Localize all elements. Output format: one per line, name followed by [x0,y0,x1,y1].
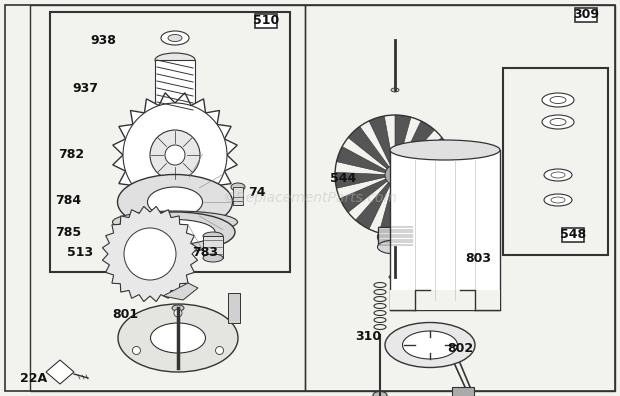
Ellipse shape [115,212,235,252]
Text: 785: 785 [55,225,81,238]
Polygon shape [405,162,455,178]
Circle shape [174,309,182,317]
Text: 310: 310 [355,329,381,343]
Ellipse shape [172,305,184,311]
Polygon shape [404,177,453,204]
Polygon shape [46,360,74,384]
Bar [503,68,608,255]
Circle shape [165,145,185,165]
Ellipse shape [389,274,401,280]
Ellipse shape [542,93,574,107]
Ellipse shape [203,232,223,240]
Text: 784: 784 [55,194,81,206]
Circle shape [124,228,176,280]
Text: 548: 548 [560,228,586,242]
Ellipse shape [385,322,475,367]
Text: 510: 510 [253,15,279,27]
Ellipse shape [161,31,189,45]
Circle shape [216,346,224,354]
Bar [390,290,500,310]
Text: 801: 801 [112,308,138,322]
Bar [452,387,474,396]
Text: 22A: 22A [20,371,47,385]
Bar [255,14,277,28]
Text: 937: 937 [72,82,98,95]
Text: 803: 803 [465,251,491,265]
Bar [203,236,223,258]
Polygon shape [401,181,442,223]
Polygon shape [337,147,386,173]
Polygon shape [395,115,411,166]
Text: 802: 802 [447,341,473,354]
Circle shape [150,130,200,180]
Text: 783: 783 [192,246,218,259]
Polygon shape [163,283,198,300]
Polygon shape [335,172,385,188]
Text: 513: 513 [67,246,93,259]
Ellipse shape [402,331,458,359]
Ellipse shape [373,392,387,396]
Ellipse shape [151,323,205,353]
Text: 309: 309 [573,8,599,21]
Ellipse shape [118,175,232,230]
Polygon shape [403,137,450,171]
Bar [378,227,413,247]
Text: 544: 544 [330,171,356,185]
Ellipse shape [544,169,572,181]
Ellipse shape [378,227,412,247]
Circle shape [385,165,405,185]
Ellipse shape [135,219,215,244]
Text: ©ReplacementParts.com: ©ReplacementParts.com [223,191,397,205]
Ellipse shape [390,140,500,160]
Polygon shape [348,126,389,169]
Text: 782: 782 [58,148,84,162]
Ellipse shape [155,53,195,67]
Circle shape [133,346,141,354]
Ellipse shape [542,115,574,129]
Polygon shape [113,93,237,217]
Polygon shape [379,185,395,235]
Ellipse shape [112,211,237,233]
Ellipse shape [118,304,238,372]
Text: 74: 74 [248,185,265,198]
Polygon shape [397,184,421,234]
Bar [562,228,584,242]
Bar [305,5,615,391]
Circle shape [123,103,227,207]
Ellipse shape [544,194,572,206]
Polygon shape [369,116,393,166]
Ellipse shape [203,254,223,262]
Ellipse shape [378,240,412,254]
Text: 938: 938 [90,34,116,46]
Polygon shape [399,121,435,168]
Bar [50,12,290,272]
Ellipse shape [391,88,399,92]
Bar [228,293,240,323]
Ellipse shape [148,187,203,217]
Bar [155,60,195,110]
Ellipse shape [168,34,182,42]
Bar [30,5,305,391]
Bar [390,150,500,310]
Bar [575,8,597,22]
Ellipse shape [231,183,245,191]
Polygon shape [355,183,391,229]
Bar [233,187,243,205]
Polygon shape [102,206,198,302]
Polygon shape [340,179,387,212]
Ellipse shape [155,103,195,117]
